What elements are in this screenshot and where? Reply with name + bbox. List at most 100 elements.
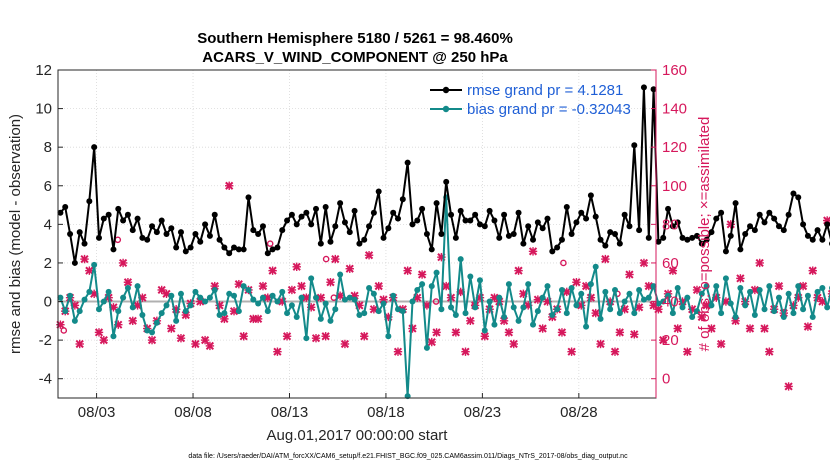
obs-assimilated-point bbox=[258, 281, 268, 291]
rmse-point bbox=[640, 84, 647, 91]
rmse-point bbox=[134, 215, 141, 222]
obs-assimilated-point bbox=[697, 312, 707, 322]
rmse-point bbox=[226, 250, 233, 257]
bias-point bbox=[775, 294, 782, 301]
obs-possible-point bbox=[560, 259, 567, 267]
rmse-point bbox=[419, 205, 426, 212]
bias-point bbox=[496, 294, 503, 301]
obs-assimilated-point bbox=[538, 324, 547, 333]
bias-point bbox=[264, 308, 271, 315]
obs-assimilated-point bbox=[311, 333, 321, 343]
bias-point bbox=[341, 296, 348, 303]
bias-point bbox=[192, 288, 199, 295]
obs-assimilated-point bbox=[205, 341, 215, 351]
rmse-point bbox=[274, 244, 281, 251]
obs-possible-point bbox=[432, 298, 440, 305]
rmse-point bbox=[399, 196, 406, 203]
bias-point bbox=[703, 283, 710, 290]
obs-possible-point bbox=[266, 240, 274, 247]
rmse-point bbox=[578, 209, 585, 216]
rmse-point bbox=[462, 217, 469, 224]
y-left-tick-label: 12 bbox=[35, 62, 52, 79]
bias-point bbox=[448, 304, 455, 311]
bias-point bbox=[120, 294, 127, 301]
y-right-tick-label: 40 bbox=[662, 294, 679, 311]
x-tick-label: 08/08 bbox=[174, 404, 212, 421]
rmse-point bbox=[197, 238, 204, 245]
obs-assimilated-point bbox=[509, 339, 518, 349]
bias-point bbox=[250, 296, 257, 303]
bias-point bbox=[751, 312, 758, 319]
bias-point bbox=[568, 285, 575, 292]
rmse-point bbox=[665, 205, 672, 212]
rmse-point bbox=[313, 205, 320, 212]
rmse-point bbox=[679, 234, 686, 241]
bias-point bbox=[187, 302, 194, 309]
obs-assimilated-point bbox=[586, 293, 596, 302]
bias-point bbox=[554, 306, 561, 313]
bias-point bbox=[356, 312, 363, 319]
obs-assimilated-point bbox=[798, 281, 808, 291]
rmse-point bbox=[177, 229, 184, 236]
obs-assimilated-point bbox=[514, 266, 523, 275]
y-left-tick-label: 10 bbox=[35, 101, 52, 118]
rmse-point bbox=[472, 211, 479, 218]
rmse-point bbox=[452, 234, 459, 241]
bias-point bbox=[602, 288, 609, 295]
rmse-point bbox=[153, 229, 160, 236]
obs-assimilated-point bbox=[557, 328, 567, 337]
bias-point bbox=[616, 310, 623, 317]
rmse-point bbox=[91, 144, 98, 151]
y-left-tick-label: 2 bbox=[44, 255, 52, 272]
bias-point bbox=[144, 327, 151, 334]
bias-point bbox=[660, 298, 667, 305]
rmse-point bbox=[510, 231, 517, 237]
obs-assimilated-point bbox=[808, 266, 817, 275]
bias-point bbox=[438, 306, 445, 313]
bias-point bbox=[226, 290, 233, 297]
rmse-point bbox=[655, 238, 662, 245]
bias-line bbox=[59, 196, 830, 398]
rmse-point bbox=[525, 223, 532, 230]
bias-point bbox=[124, 285, 131, 292]
rmse-point bbox=[621, 211, 628, 218]
obs-assimilated-point bbox=[432, 328, 441, 337]
bias-point bbox=[472, 304, 479, 311]
obs-assimilated-point bbox=[504, 328, 514, 337]
rmse-point bbox=[269, 246, 276, 253]
bias-point bbox=[573, 302, 580, 309]
obs-assimilated-point bbox=[683, 347, 692, 356]
rmse-point bbox=[409, 221, 416, 228]
bias-point bbox=[756, 286, 763, 293]
obs-assimilated-point bbox=[292, 262, 301, 271]
rmse-point bbox=[491, 217, 498, 224]
rmse-point bbox=[255, 231, 262, 237]
y-left-axis-ticks: -4 -2 0 2 4 6 8 10 12 bbox=[35, 62, 63, 388]
rmse-point bbox=[809, 236, 816, 243]
y-right-axis-label: # of obs: o=possible; ×=assimilated bbox=[696, 117, 713, 352]
bias-point bbox=[607, 306, 614, 313]
bias-point bbox=[520, 304, 527, 311]
rmse-point bbox=[250, 227, 257, 234]
rmse-point bbox=[245, 194, 252, 201]
obs-assimilated-point bbox=[408, 324, 417, 333]
bias-point bbox=[394, 306, 401, 313]
bias-point bbox=[674, 285, 681, 292]
bias-point bbox=[284, 310, 291, 317]
obs-assimilated-point bbox=[268, 266, 277, 275]
legend-rmse-marker bbox=[442, 86, 450, 94]
obs-assimilated-point bbox=[99, 335, 109, 345]
bias-point bbox=[780, 313, 787, 320]
bias-point bbox=[177, 290, 184, 297]
obs-assimilated-point bbox=[466, 316, 475, 326]
bias-point bbox=[626, 290, 633, 297]
bias-point bbox=[240, 283, 247, 290]
obs-assimilated-point bbox=[639, 258, 649, 268]
bias-point bbox=[689, 313, 696, 320]
obs-assimilated-point bbox=[239, 332, 248, 341]
bias-point bbox=[317, 315, 324, 322]
y-left-tick-label: -2 bbox=[39, 332, 52, 349]
obs-assimilated-point bbox=[176, 333, 186, 343]
legend-item-rmse: rmse grand pr = 4.1281 bbox=[430, 82, 623, 99]
rmse-point bbox=[370, 209, 377, 216]
